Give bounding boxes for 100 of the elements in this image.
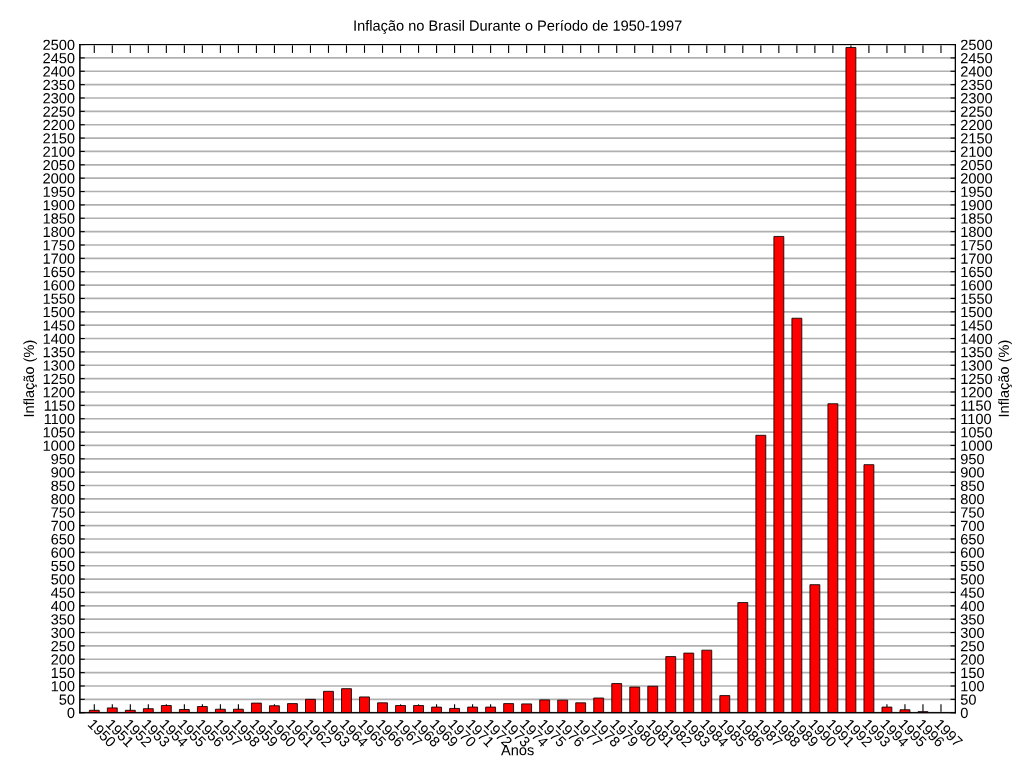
y2-tick-label: 1300: [961, 360, 993, 371]
y-tick-label: 350: [51, 614, 75, 625]
y-tick-label: 1200: [43, 387, 75, 398]
y2-tick-label: 2400: [960, 66, 993, 77]
y2-tick-label: 2300: [960, 93, 993, 104]
y2-tick-label: 1450: [961, 320, 993, 331]
y-tick-label: 1550: [43, 293, 75, 304]
y-tick-label: 1000: [43, 440, 75, 451]
y-tick-label: 1300: [43, 360, 75, 371]
y-tick-label: 1100: [44, 413, 75, 425]
y2-tick-label: 600: [960, 547, 985, 558]
y2-tick-label: 2100: [960, 146, 993, 157]
y-tick-label: 1700: [43, 253, 75, 264]
y2-tick-label: 800: [960, 493, 985, 505]
y2-tick-label: 150: [961, 667, 985, 679]
y2-tick-label: 100: [961, 681, 985, 692]
y-tick-label: 1800: [43, 226, 75, 238]
y-tick-label: 450: [51, 587, 75, 598]
y2-tick-label: 900: [960, 467, 985, 478]
y-tick-label: 500: [51, 574, 75, 585]
y-tick-label: 1950: [43, 186, 75, 197]
y-tick-label: 2100: [43, 146, 75, 157]
y-tick-label: 1050: [43, 427, 75, 438]
y2-tick-label: 2350: [960, 79, 993, 91]
y2-tick-label: 0: [960, 707, 968, 719]
y-tick-label: 2400: [43, 66, 75, 77]
y-tick-label: 1600: [43, 280, 75, 291]
y2-tick-label: 1000: [961, 440, 993, 451]
y2-tick-label: 950: [960, 453, 985, 465]
y2-tick-label: 1950: [961, 186, 993, 197]
y2-axis-title: Inflação (%): [998, 340, 1012, 417]
y2-tick-label: 2450: [960, 53, 993, 64]
y2-tick-label: 1400: [961, 333, 993, 344]
y-tick-label: 0: [67, 707, 75, 719]
y-tick-label: 600: [51, 547, 75, 558]
y2-tick-label: 500: [960, 574, 985, 585]
y-tick-label: 2150: [43, 133, 75, 144]
y2-tick-label: 650: [960, 534, 985, 545]
y2-tick-label: 2500: [960, 39, 993, 50]
y-tick-label: 400: [51, 600, 75, 612]
y2-tick-label: 250: [960, 640, 985, 652]
y-tick-label: 2000: [43, 173, 75, 184]
y-tick-label: 2050: [43, 159, 75, 171]
y-tick-label: 900: [51, 467, 75, 478]
y-tick-label: 1650: [43, 266, 75, 278]
y2-tick-label: 550: [960, 560, 985, 572]
y2-tick-label: 300: [960, 627, 985, 638]
y2-tick-label: 2050: [960, 159, 993, 171]
y-tick-label: 850: [51, 480, 75, 491]
y-tick-label: 100: [51, 681, 75, 692]
y2-tick-label: 1250: [961, 373, 993, 385]
y2-tick-label: 1350: [961, 347, 993, 358]
y2-tick-label: 1850: [961, 213, 993, 224]
y2-tick-label: 1050: [961, 427, 993, 438]
y2-tick-label: 1600: [961, 280, 993, 291]
y-tick-label: 2350: [43, 79, 75, 91]
y2-tick-label: 350: [960, 614, 985, 625]
y-tick-label: 250: [51, 640, 75, 652]
y-tick-label: 1750: [43, 240, 75, 251]
y-tick-label: 200: [51, 654, 75, 665]
y2-tick-label: 700: [961, 520, 985, 532]
y-tick-label: 1500: [43, 306, 75, 318]
y-tick-label: 1150: [44, 400, 75, 411]
y2-tick-label: 1900: [961, 200, 993, 211]
y-tick-label: 1350: [43, 347, 75, 358]
y2-tick-label: 1700: [961, 253, 993, 264]
y2-tick-label: 50: [960, 694, 976, 705]
y-tick-label: 1900: [43, 200, 75, 211]
y2-tick-label: 1750: [961, 240, 993, 251]
y-tick-label: 2300: [43, 93, 75, 104]
chart-title: Inflação no Brasil Durante o Período de 1950-1997: [354, 19, 682, 34]
y2-tick-label: 1800: [961, 226, 993, 238]
y-tick-label: 650: [51, 534, 75, 545]
y2-tick-label: 1550: [961, 293, 993, 304]
y-tick-label: 150: [51, 667, 75, 679]
y-tick-label: 1850: [43, 213, 75, 224]
y-tick-label: 700: [51, 520, 75, 532]
y-tick-label: 550: [51, 560, 75, 572]
y2-tick-label: 2200: [960, 119, 993, 131]
y2-tick-label: 1650: [961, 266, 993, 278]
y-tick-label: 2200: [43, 119, 75, 131]
y-tick-label: 1450: [43, 320, 75, 331]
y-tick-label: 2250: [43, 106, 75, 117]
y-tick-label: 950: [51, 453, 75, 465]
y-tick-label: 1250: [43, 373, 75, 385]
y2-tick-label: 850: [960, 480, 985, 491]
y2-tick-label: 2150: [960, 133, 993, 144]
y-tick-label: 2450: [43, 53, 75, 64]
y-tick-label: 2500: [43, 39, 75, 50]
y2-tick-label: 1500: [961, 306, 993, 318]
y2-tick-label: 1200: [961, 387, 993, 398]
y2-tick-label: 1100: [961, 413, 992, 425]
y-axis-title: Inflação (%): [23, 340, 38, 417]
y-tick-label: 750: [51, 507, 75, 518]
y2-tick-label: 1150: [961, 400, 992, 411]
y-tick-label: 300: [51, 627, 75, 638]
y-tick-label: 800: [51, 493, 75, 505]
y2-tick-label: 400: [960, 600, 985, 612]
y2-tick-label: 450: [960, 587, 985, 598]
y2-tick-label: 750: [961, 507, 985, 518]
